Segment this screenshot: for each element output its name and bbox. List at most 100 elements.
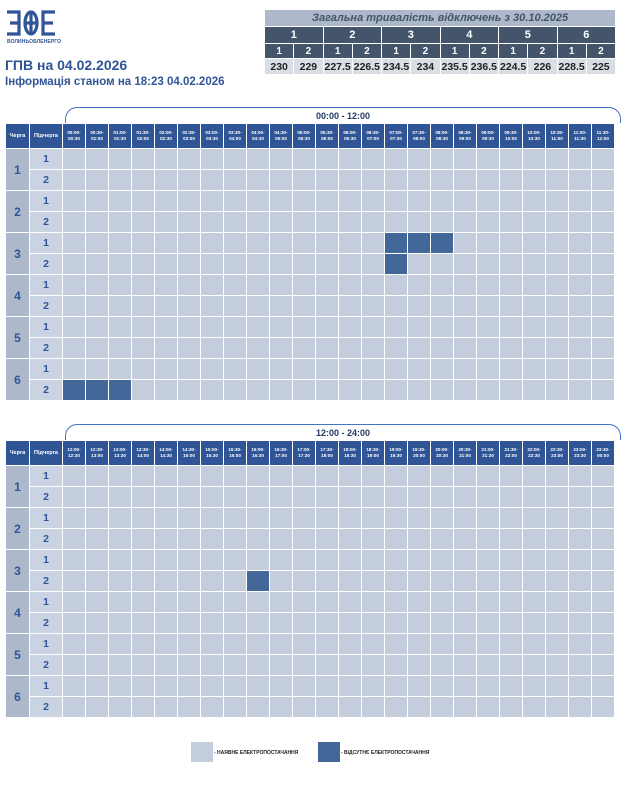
power-cell	[338, 654, 362, 676]
power-cell	[292, 148, 316, 170]
subqueue-label: 2	[29, 696, 63, 718]
power-cell	[545, 612, 569, 634]
power-cell	[545, 337, 569, 359]
power-cell	[407, 169, 431, 191]
power-cell	[453, 358, 477, 380]
subqueue-label: 2	[29, 337, 63, 359]
power-cell	[246, 337, 270, 359]
power-cell	[430, 253, 454, 275]
power-cell	[568, 570, 592, 592]
column-header-subqueue: Підчерга	[29, 440, 63, 466]
power-cell	[591, 337, 615, 359]
power-cell	[384, 169, 408, 191]
power-cell	[246, 190, 270, 212]
power-cell	[108, 148, 132, 170]
power-cell	[85, 358, 109, 380]
power-cell	[384, 633, 408, 655]
time-slot-header: 17:30-18:00	[315, 440, 339, 466]
power-cell	[269, 507, 293, 529]
power-cell	[430, 570, 454, 592]
power-cell	[361, 570, 385, 592]
power-cell	[315, 465, 339, 487]
power-cell	[177, 211, 201, 233]
power-cell	[545, 190, 569, 212]
power-cell	[591, 591, 615, 613]
power-cell	[108, 507, 132, 529]
power-cell	[177, 486, 201, 508]
queue-label: 5	[5, 633, 30, 676]
power-cell	[154, 337, 178, 359]
power-cell	[200, 232, 224, 254]
summary-duration-value: 228.5	[556, 58, 587, 75]
power-cell	[200, 465, 224, 487]
power-cell	[154, 295, 178, 317]
power-cell	[568, 507, 592, 529]
power-cell	[154, 358, 178, 380]
power-cell	[430, 549, 454, 571]
power-cell	[246, 675, 270, 697]
power-cell	[522, 232, 546, 254]
outage-summary-table: Загальна тривалість відключень з 30.10.2…	[263, 9, 617, 75]
power-cell	[430, 358, 454, 380]
power-cell	[361, 675, 385, 697]
power-cell	[223, 337, 247, 359]
power-cell	[223, 633, 247, 655]
power-cell	[545, 148, 569, 170]
outage-cell	[85, 379, 109, 401]
subqueue-label: 1	[29, 507, 63, 529]
table-row: 2	[6, 654, 615, 676]
power-cell	[476, 211, 500, 233]
power-cell	[407, 316, 431, 338]
power-cell	[315, 549, 339, 571]
power-cell	[499, 316, 523, 338]
summary-duration-value: 226.5	[351, 58, 383, 75]
time-slot-header: 21:00-21:30	[476, 440, 500, 466]
power-cell	[338, 232, 362, 254]
power-cell	[361, 295, 385, 317]
time-slot-header: 13:30-14:00	[131, 440, 155, 466]
power-cell	[177, 337, 201, 359]
power-cell	[591, 169, 615, 191]
power-cell	[177, 295, 201, 317]
power-cell	[85, 316, 109, 338]
power-cell	[108, 211, 132, 233]
power-cell	[338, 591, 362, 613]
power-cell	[269, 528, 293, 550]
time-slot-header: 17:00-17:30	[292, 440, 316, 466]
power-cell	[246, 379, 270, 401]
power-cell	[476, 169, 500, 191]
power-cell	[223, 316, 247, 338]
power-cell	[200, 549, 224, 571]
subqueue-label: 1	[29, 190, 63, 212]
power-cell	[453, 549, 477, 571]
power-cell	[522, 507, 546, 529]
power-cell	[292, 549, 316, 571]
time-slot-header: 10:00-10:30	[522, 123, 546, 149]
power-cell	[591, 528, 615, 550]
power-cell	[223, 528, 247, 550]
power-cell	[453, 675, 477, 697]
power-cell	[177, 274, 201, 296]
power-cell	[407, 654, 431, 676]
power-cell	[269, 148, 293, 170]
power-cell	[131, 253, 155, 275]
table-row: 2	[6, 528, 615, 550]
power-cell	[131, 148, 155, 170]
time-slot-header: 18:30-19:00	[361, 440, 385, 466]
power-cell	[177, 169, 201, 191]
power-cell	[338, 570, 362, 592]
power-cell	[499, 232, 523, 254]
power-cell	[338, 253, 362, 275]
power-cell	[246, 465, 270, 487]
power-cell	[85, 211, 109, 233]
power-cell	[453, 612, 477, 634]
power-cell	[292, 507, 316, 529]
power-cell	[476, 675, 500, 697]
power-cell	[430, 633, 454, 655]
summary-subqueue: 2	[293, 43, 324, 59]
power-cell	[361, 654, 385, 676]
power-cell	[292, 169, 316, 191]
power-cell	[384, 486, 408, 508]
power-cell	[338, 486, 362, 508]
